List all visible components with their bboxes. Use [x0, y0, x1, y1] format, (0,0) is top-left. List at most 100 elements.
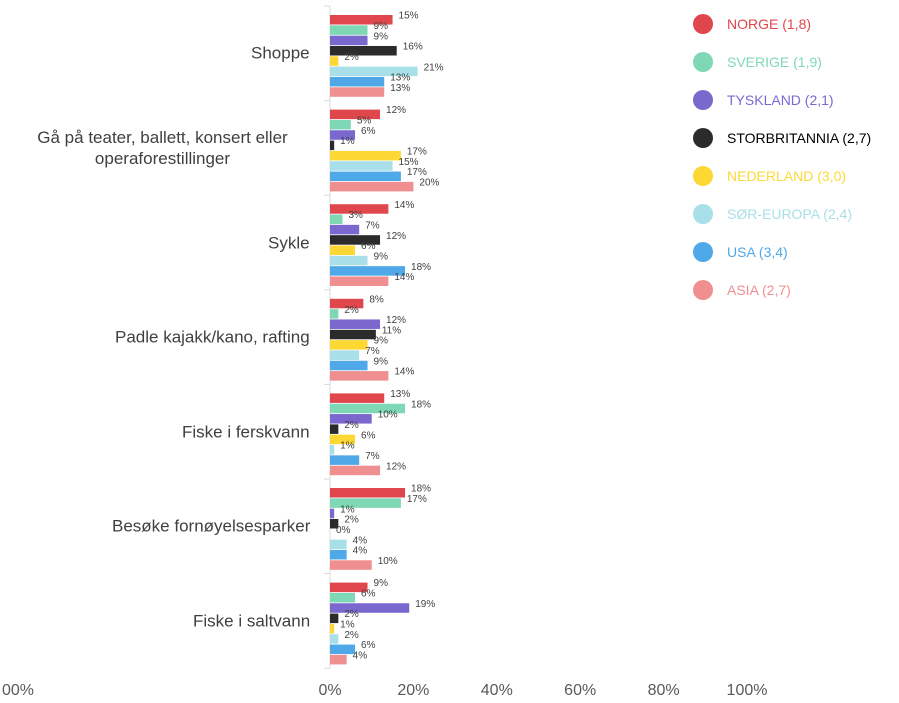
legend-marker [693, 128, 713, 148]
bar [330, 539, 347, 550]
bar [330, 235, 381, 245]
value-label: 1% [340, 504, 355, 515]
legend-label: ASIA (2,7) [727, 282, 791, 298]
value-label: 13% [390, 389, 410, 400]
category-label: Fiske i ferskvann [182, 422, 310, 442]
value-label: 9% [374, 31, 389, 42]
legend-label: NEDERLAND (3,0) [727, 168, 847, 184]
bar [330, 623, 335, 634]
value-label: 13% [390, 73, 410, 84]
value-label: 0% [336, 525, 351, 536]
category-label: Sykle [268, 233, 310, 252]
bar [330, 255, 368, 266]
bar [330, 181, 414, 192]
bar [330, 329, 376, 340]
value-label: 4% [353, 535, 368, 546]
value-label: 19% [415, 599, 435, 610]
bar [330, 266, 406, 276]
bar [330, 582, 368, 593]
bar [330, 434, 356, 445]
value-label: 2% [344, 515, 359, 526]
bar [330, 403, 406, 414]
value-label: 7% [365, 346, 380, 357]
value-label: 14% [394, 200, 414, 211]
category-label: Shoppe [251, 43, 310, 63]
legend-marker [693, 52, 713, 72]
bar [330, 298, 364, 309]
bar [330, 35, 368, 46]
x-tick-label: 80% [647, 682, 680, 699]
bar [330, 498, 401, 508]
value-label: 7% [365, 220, 380, 231]
bar [330, 644, 356, 655]
category-label: Padle kajakk/kano, rafting [115, 327, 310, 347]
value-label: 6% [361, 241, 376, 252]
bar [330, 560, 372, 570]
category-label: Fiske i saltvann [193, 611, 311, 631]
value-label: 17% [407, 167, 427, 178]
bar [330, 150, 401, 161]
value-label: 6% [361, 589, 376, 600]
bar [330, 424, 339, 434]
bar [330, 171, 401, 182]
cut-off-label: 00% [1, 682, 35, 699]
bar [330, 309, 339, 319]
value-label: 2% [344, 609, 359, 620]
x-tick-label: 20% [397, 682, 430, 699]
value-label: 6% [361, 430, 376, 441]
bar [330, 130, 356, 140]
legend-marker [693, 166, 713, 186]
value-label: 3% [349, 210, 364, 221]
value-label: 18% [411, 262, 431, 273]
bar [330, 455, 360, 465]
bar [330, 224, 360, 235]
value-label: 6% [361, 126, 376, 137]
value-label: 1% [340, 136, 355, 147]
bar [330, 445, 335, 455]
value-label: 1% [340, 441, 355, 452]
value-label: 12% [386, 461, 406, 472]
bar [330, 465, 381, 476]
value-label: 9% [374, 578, 389, 589]
bar [330, 518, 339, 529]
value-label: 9% [374, 21, 389, 32]
value-label: 9% [374, 356, 389, 367]
legend-label: SØR-EUROPA (2,4) [727, 206, 852, 222]
value-label: 17% [407, 494, 427, 505]
value-label: 6% [361, 640, 376, 651]
bar [330, 140, 335, 151]
value-label: 12% [386, 105, 406, 116]
bar [330, 87, 385, 97]
legend-label: SVERIGE (1,9) [727, 54, 822, 70]
bar [330, 245, 356, 256]
bar [330, 66, 418, 77]
value-label: 20% [419, 178, 439, 189]
x-tick-label: 60% [564, 682, 597, 699]
value-label: 2% [344, 305, 359, 316]
value-label: 2% [344, 630, 359, 641]
bar [330, 549, 347, 560]
bar [330, 25, 368, 35]
value-label: 15% [399, 157, 419, 168]
bar [330, 45, 397, 56]
value-label: 12% [386, 315, 406, 326]
bar [330, 340, 368, 350]
value-label: 21% [424, 62, 444, 73]
bar [330, 161, 393, 171]
bar [330, 204, 389, 214]
bar [330, 360, 368, 371]
bar [330, 56, 339, 66]
value-label: 11% [382, 325, 401, 336]
legend-label: NORGE (1,8) [727, 16, 812, 32]
legend-marker [693, 280, 713, 300]
value-label: 15% [399, 11, 419, 22]
x-tick-label: 100% [726, 682, 768, 699]
legend-marker [693, 242, 713, 262]
legend-marker [693, 90, 713, 110]
value-label: 9% [374, 251, 389, 262]
bar [330, 488, 406, 498]
value-label: 8% [369, 294, 384, 305]
bar [330, 603, 410, 613]
category-label: Besøke fornøyelsesparker [112, 516, 311, 536]
